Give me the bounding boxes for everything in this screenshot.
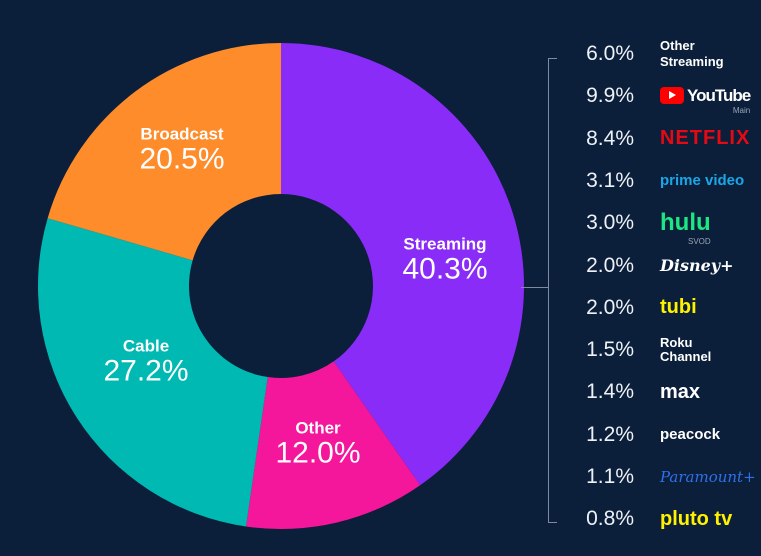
legend-name: tubi [660,296,697,319]
legend-name: prime video [660,172,745,190]
legend-logo-max: max [660,381,700,404]
youtube-play-icon [660,87,684,105]
legend-value: 1.1% [586,465,634,488]
legend-logo-netflix: NETFLIX [660,127,750,150]
legend-row: 3.0% hulu SVOD [560,202,760,246]
bracket-line [548,58,549,523]
legend-name: peacock [660,426,721,444]
bracket-tick-bottom [548,522,557,523]
legend-row: 1.2% peacock [560,414,760,456]
legend-value: 0.8% [586,507,634,531]
legend-logo-pluto-tv: pluto tv [660,508,732,531]
legend-name: pluto tv [660,507,733,530]
legend-logo-paramount-: Paramount+ [660,468,756,486]
donut-chart [38,43,524,529]
legend-value: 6.0% [586,42,634,65]
legend-name: Other Streaming [660,38,724,69]
legend-value: 1.4% [586,380,634,404]
legend-subtitle: SVOD [687,237,711,247]
legend-logo-hulu: hulu SVOD [660,209,711,246]
legend-value: 3.1% [586,168,634,192]
legend-row: 1.4% max [560,371,760,413]
legend-row: 3.1% prime video [560,160,760,202]
segment-name: Cable [122,336,170,356]
legend-logo-youtube: YouTube Main [660,86,751,115]
legend-row: 1.5% Roku Channel [560,329,760,371]
legend-value: 1.2% [586,422,634,446]
segment-value: 12.0% [275,436,361,470]
legend-value: 2.0% [586,295,634,319]
segment-value: 20.5% [139,142,225,176]
donut-segment-cable [38,218,268,527]
legend-name: NETFLIX [660,127,751,150]
legend-logo-roku-channel: Roku Channel [660,336,720,364]
segment-label-other: Other 12.0% [275,419,360,468]
legend-logo-tubi: tubi [660,296,697,319]
legend-name: Paramount+ [660,468,756,486]
legend-row: 1.1% Paramount+ [560,456,760,498]
legend-name: YouTube [687,86,751,106]
legend-value: 3.0% [586,211,634,235]
legend-row: 0.8% pluto tv [560,498,760,540]
segment-value: 40.3% [402,252,488,286]
legend-name: max [660,380,701,403]
legend-row: 9.9% YouTube Main [560,75,760,117]
donut-segment-other [246,361,421,529]
legend-name: Roku Channel [660,335,712,365]
legend-value: 2.0% [586,253,634,277]
segment-name: Broadcast [140,124,224,144]
legend-value: 9.9% [586,84,634,108]
segment-label-streaming: Streaming 40.3% [402,235,487,284]
segment-label-cable: Cable 27.2% [103,337,188,386]
legend-logo-peacock: peacock [660,426,720,443]
donut-segment-broadcast [47,43,281,261]
segment-value: 27.2% [103,354,189,388]
legend-row: 2.0% Disney+ [560,245,760,287]
legend-name: Disney+ [660,255,734,275]
segment-label-broadcast: Broadcast 20.5% [139,125,224,174]
legend-name: hulu [660,209,711,237]
legend-logo-prime-video: prime video [660,172,744,189]
bracket-tick-top [548,58,557,59]
legend-logo-other-streaming: Other Streaming [660,38,740,70]
legend-subtitle: Main [732,106,751,116]
segment-name: Other [295,418,341,438]
legend-row: 8.4% NETFLIX [560,118,760,160]
legend-value: 8.4% [586,126,634,150]
donut-segment-streaming [281,43,524,486]
legend-value: 1.5% [586,338,634,362]
bracket-connector [521,287,548,288]
legend-row: 6.0% Other Streaming [560,33,760,75]
legend-row: 2.0% tubi [560,287,760,329]
legend-logo-disney-: Disney+ [660,256,733,276]
segment-name: Streaming [403,234,487,254]
